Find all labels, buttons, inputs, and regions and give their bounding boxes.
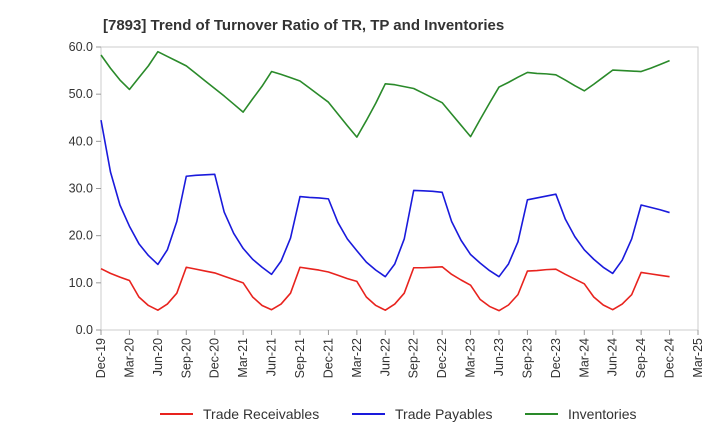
x-tick-label: Mar-23 <box>464 338 478 378</box>
series-line-trade-payables <box>100 119 670 278</box>
legend-label-trade-payables: Trade Payables <box>395 406 493 422</box>
y-tick-label: 40.0 <box>69 134 93 148</box>
y-tick-label: 10.0 <box>69 276 93 290</box>
series-group <box>100 50 670 312</box>
y-tick-label: 20.0 <box>69 229 93 243</box>
x-tick-label: Mar-21 <box>236 338 250 378</box>
x-tick-label: Mar-20 <box>122 338 136 378</box>
legend: Trade Receivables Trade Payables Inventori… <box>160 406 636 422</box>
x-tick-label: Jun-20 <box>151 338 165 376</box>
x-tick-label: Dec-19 <box>94 338 108 378</box>
y-tick-label: 50.0 <box>69 87 93 101</box>
x-tick-label: Dec-23 <box>549 338 563 378</box>
x-tick-label: Sep-23 <box>520 338 534 378</box>
x-tick-label: Sep-24 <box>634 338 648 378</box>
y-tick-label: 30.0 <box>69 182 93 196</box>
y-tick-label: 60.0 <box>69 40 93 54</box>
y-tick-label: 0.0 <box>76 323 93 337</box>
x-tick-label: Jun-23 <box>492 338 506 376</box>
x-tick-label: Sep-20 <box>179 338 193 378</box>
plot-frame <box>100 46 699 331</box>
series-line-trade-receivables <box>100 265 670 312</box>
legend-label-trade-receivables: Trade Receivables <box>203 406 319 422</box>
x-tick-label: Jun-21 <box>265 338 279 376</box>
x-tick-label: Dec-22 <box>435 338 449 378</box>
x-tick-label: Jun-22 <box>378 338 392 376</box>
x-tick-label: Dec-21 <box>321 338 335 378</box>
x-axis: Dec-19 Mar-20 Jun-20 Sep-20 Dec-20 Mar-21 Jun-… <box>94 330 705 378</box>
x-tick-label: Mar-25 <box>691 338 705 378</box>
x-tick-label: Jun-24 <box>606 338 620 376</box>
legend-label-inventories: Inventories <box>568 406 636 422</box>
x-tick-label: Sep-21 <box>293 338 307 378</box>
x-tick-label: Dec-24 <box>663 338 677 378</box>
y-axis: 0.0 10.0 20.0 30.0 40.0 50.0 60.0 <box>69 40 101 337</box>
x-tick-label: Dec-20 <box>208 338 222 378</box>
x-tick-label: Mar-24 <box>577 338 591 378</box>
plot-area <box>100 46 699 331</box>
chart-title: [7893] Trend of Turnover Ratio of TR, TP… <box>103 17 504 34</box>
series-line-inventories <box>100 50 670 138</box>
x-tick-label: Mar-22 <box>350 338 364 378</box>
x-tick-label: Sep-22 <box>407 338 421 378</box>
